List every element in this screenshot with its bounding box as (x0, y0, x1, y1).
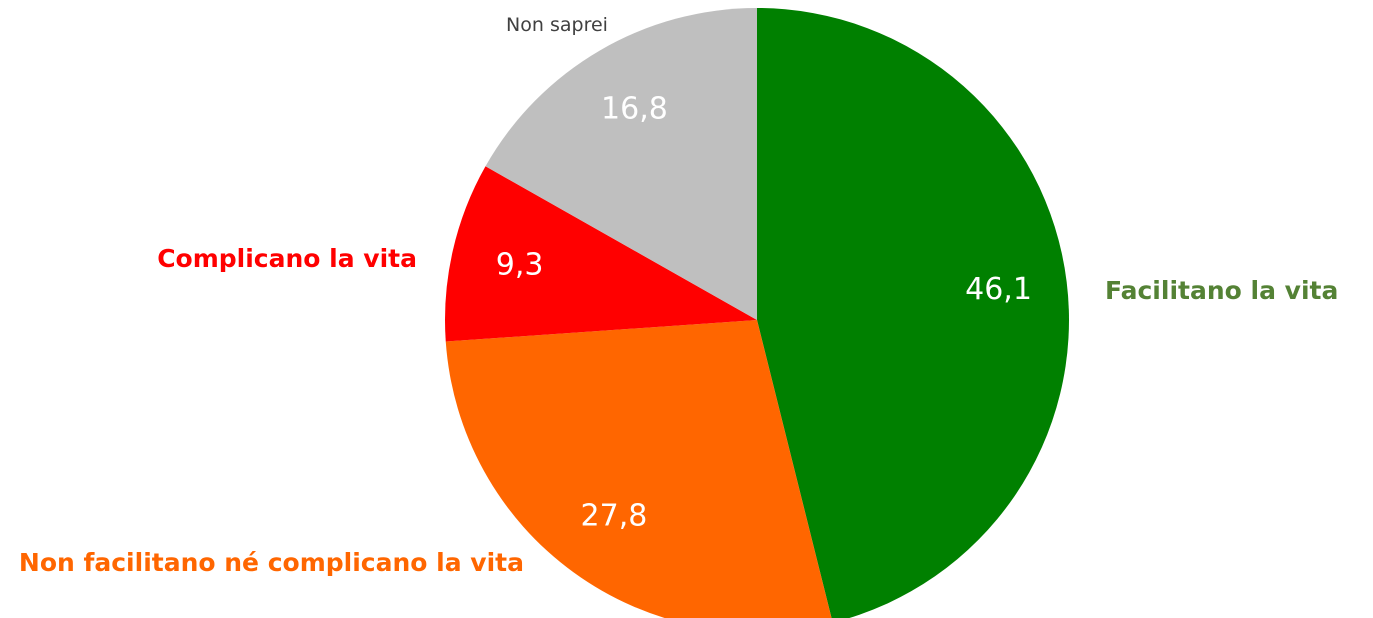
pie-slice (757, 8, 1069, 618)
category-label: Facilitano la vita (1105, 276, 1339, 305)
value-label: 16,8 (601, 91, 668, 126)
value-label: 46,1 (965, 272, 1032, 307)
category-label: Non saprei (506, 14, 608, 36)
value-label: 9,3 (496, 248, 544, 283)
category-label: Non facilitano né complicano la vita (18, 548, 524, 577)
pie-slice (445, 320, 832, 618)
pie-slice (445, 166, 757, 342)
category-label: Complicano la vita (157, 244, 417, 273)
value-label: 27,8 (581, 498, 648, 533)
pie-slice (485, 8, 757, 320)
